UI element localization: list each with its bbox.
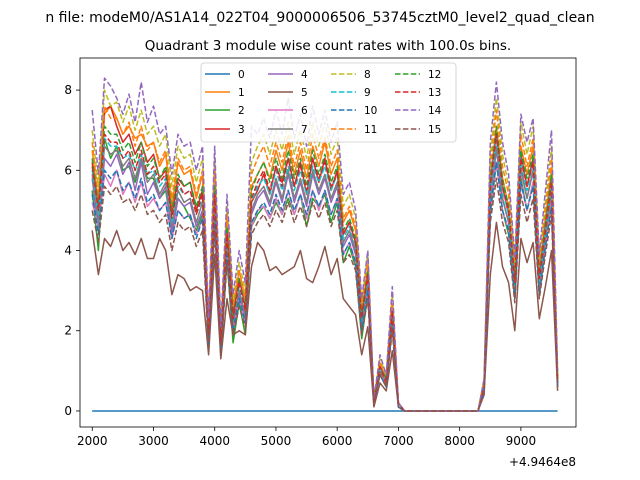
legend-label-4: 4 [301, 69, 308, 81]
x-tick-label: 6000 [322, 434, 353, 448]
axes-frame [79, 57, 577, 428]
x-tick-label: 9000 [506, 434, 537, 448]
y-tick-label: 8 [64, 83, 72, 97]
legend-label-15: 15 [428, 124, 441, 136]
legend-label-3: 3 [238, 124, 245, 136]
legend-box [200, 62, 457, 143]
legend-label-7: 7 [301, 124, 308, 136]
x-tick-label: 7000 [383, 434, 414, 448]
legend-label-10: 10 [364, 105, 377, 117]
y-tick-label: 0 [64, 404, 72, 418]
figure-suptitle: n file: modeM0/AS1A14_022T04_9000006506_… [45, 10, 594, 26]
axis-ticks: 2000 3000 4000 5000 6000 7000 8000 9000 0 2 4 6 8 [64, 83, 536, 448]
chart-title: Quadrant 3 module wise count rates with … [145, 38, 511, 54]
legend-label-6: 6 [301, 105, 308, 117]
x-tick-label: 4000 [199, 434, 230, 448]
legend-label-11: 11 [364, 124, 377, 136]
x-offset-label: +4.9464e8 [509, 455, 576, 469]
x-tick-label: 8000 [444, 434, 475, 448]
y-tick-label: 6 [64, 163, 72, 177]
series-line-15 [91, 177, 559, 412]
legend-label-2: 2 [238, 105, 245, 117]
y-tick-label: 2 [64, 324, 72, 338]
legend-label-0: 0 [238, 69, 245, 81]
legend-label-5: 5 [301, 87, 308, 99]
legend-label-1: 1 [238, 87, 245, 99]
y-tick-label: 4 [64, 244, 72, 258]
legend-label-14: 14 [428, 105, 442, 117]
legend-label-12: 12 [428, 69, 441, 81]
x-tick-label: 3000 [138, 434, 169, 448]
legend-label-9: 9 [364, 87, 371, 99]
legend-label-13: 13 [428, 87, 441, 99]
x-tick-label: 2000 [77, 434, 108, 448]
x-tick-label: 5000 [261, 434, 292, 448]
legend-label-8: 8 [364, 69, 371, 81]
